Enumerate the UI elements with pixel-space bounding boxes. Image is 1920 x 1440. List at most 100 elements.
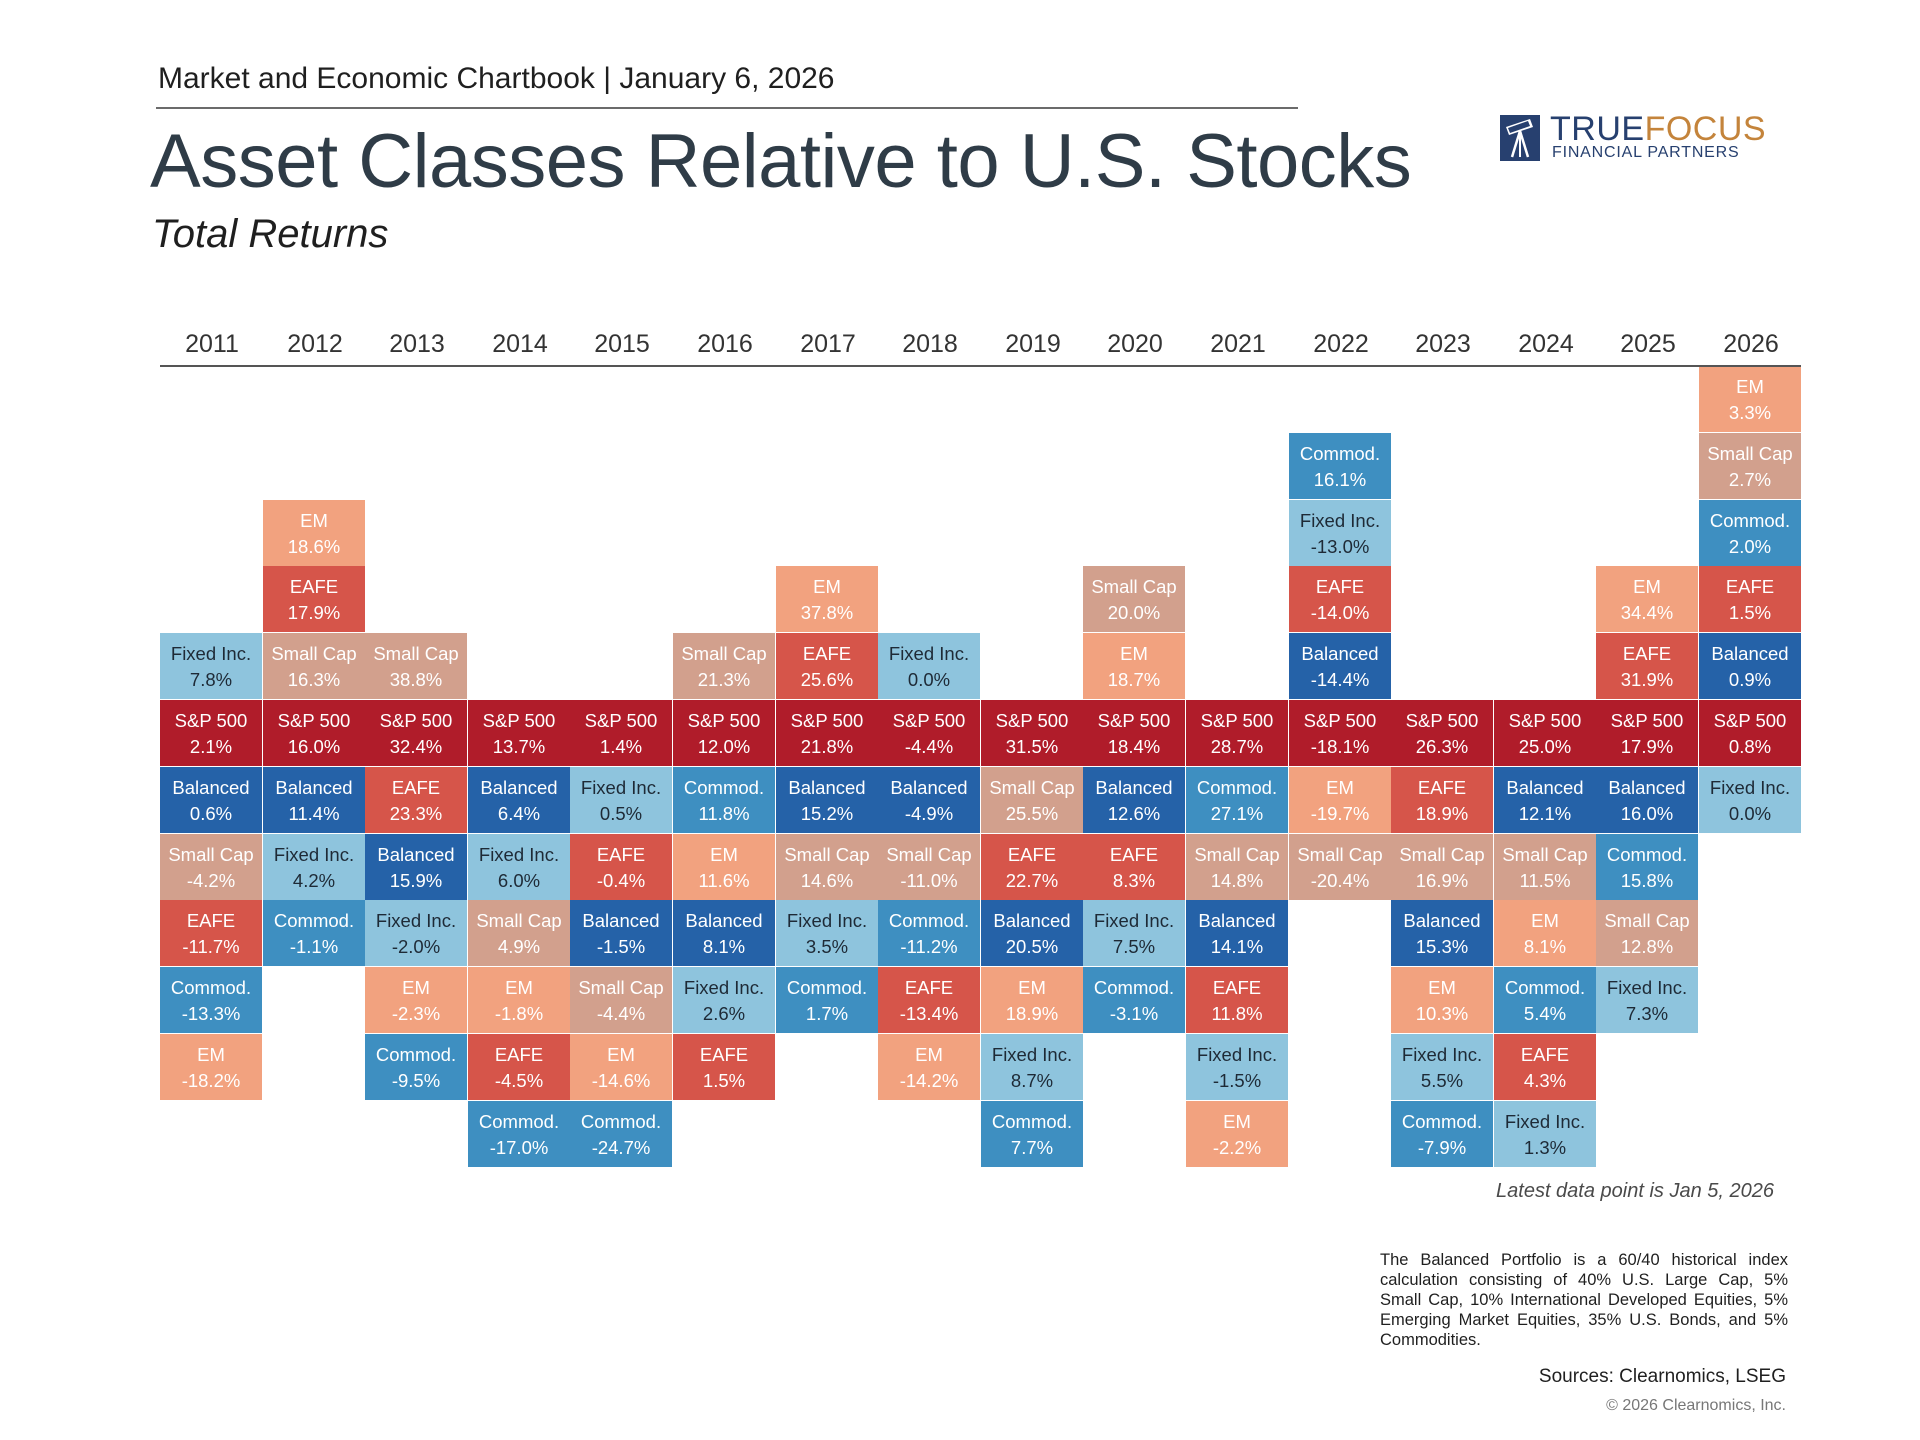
quilt-cell-eafe-2018: EAFE -13.4% — [878, 967, 980, 1033]
cell-asset-label: EAFE — [1315, 576, 1365, 597]
quilt-cell-commod-2021: Commod. 27.1% — [1186, 767, 1288, 833]
quilt-cell-em-2023: EM 10.3% — [1391, 967, 1493, 1033]
cell-return-value: 2.6% — [702, 1003, 746, 1024]
quilt-cell-eafe-2021: EAFE 11.8% — [1186, 967, 1288, 1033]
cell-return-value: 2.7% — [1728, 469, 1772, 490]
cell-return-value: 0.0% — [1728, 803, 1772, 824]
cell-asset-label: S&P 500 — [584, 710, 658, 731]
quilt-cell-commod-2013: Commod. -9.5% — [365, 1034, 467, 1100]
quilt-cell-fixed-inc-2015: Fixed Inc. 0.5% — [570, 767, 672, 833]
cell-asset-label: EM — [1531, 910, 1559, 931]
year-label-2023: 2023 — [1415, 330, 1471, 358]
quilt-cell-em-2014: EM -1.8% — [468, 967, 570, 1033]
cell-return-value: -4.4% — [904, 736, 954, 757]
cell-return-value: 17.9% — [1620, 736, 1674, 757]
cell-return-value: 7.7% — [1010, 1137, 1054, 1158]
cell-return-value: 14.8% — [1210, 870, 1264, 891]
cell-return-value: -4.4% — [596, 1003, 646, 1024]
cell-return-value: -0.4% — [596, 870, 646, 891]
quilt-cell-sp-500-2022: S&P 500 -18.1% — [1289, 700, 1391, 766]
cell-return-value: 4.2% — [292, 870, 336, 891]
cell-asset-label: EM — [1428, 977, 1456, 998]
quilt-cell-fixed-inc-2026: Fixed Inc. 0.0% — [1699, 767, 1801, 833]
quilt-cell-balanced-2023: Balanced 15.3% — [1391, 900, 1493, 966]
cell-asset-label: EM — [402, 977, 430, 998]
cell-asset-label: Commod. — [273, 910, 355, 931]
quilt-cell-sp-500-2015: S&P 500 1.4% — [570, 700, 672, 766]
cell-return-value: 3.3% — [1728, 402, 1772, 423]
cell-return-value: 31.5% — [1005, 736, 1059, 757]
cell-asset-label: Balanced — [1608, 777, 1686, 798]
cell-asset-label: S&P 500 — [1303, 710, 1377, 731]
quilt-cell-balanced-2018: Balanced -4.9% — [878, 767, 980, 833]
year-axis-rule — [160, 365, 1801, 367]
cell-return-value: 15.2% — [800, 803, 854, 824]
quilt-cell-em-2018: EM -14.2% — [878, 1034, 980, 1100]
cell-asset-label: Balanced — [1198, 910, 1276, 931]
quilt-cell-small-cap-2025: Small Cap 12.8% — [1596, 900, 1698, 966]
quilt-cell-fixed-inc-2016: Fixed Inc. 2.6% — [673, 967, 775, 1033]
cell-asset-label: EM — [915, 1044, 943, 1065]
cell-return-value: -1.5% — [1212, 1070, 1262, 1091]
returns-quilt-chart: 2011 Fixed Inc. 7.8% S&P 500 2.1% Balanced 0.6… — [160, 330, 1801, 1167]
year-label-2020: 2020 — [1107, 330, 1163, 358]
quilt-cell-eafe-2012: EAFE 17.9% — [263, 566, 365, 632]
quilt-cell-commod-2014: Commod. -17.0% — [468, 1101, 570, 1167]
cell-return-value: -2.3% — [391, 1003, 441, 1024]
quilt-cell-fixed-inc-2017: Fixed Inc. 3.5% — [776, 900, 878, 966]
quilt-cell-commod-2016: Commod. 11.8% — [673, 767, 775, 833]
quilt-cell-sp-500-2023: S&P 500 26.3% — [1391, 700, 1493, 766]
cell-asset-label: Balanced — [685, 910, 763, 931]
cell-return-value: -9.5% — [391, 1070, 441, 1091]
cell-asset-label: EM — [710, 844, 738, 865]
cell-asset-label: Small Cap — [1502, 844, 1588, 865]
quilt-cell-em-2020: EM 18.7% — [1083, 633, 1185, 699]
quilt-cell-small-cap-2023: Small Cap 16.9% — [1391, 834, 1493, 900]
quilt-cell-eafe-2024: EAFE 4.3% — [1494, 1034, 1596, 1100]
cell-asset-label: Balanced — [1711, 643, 1789, 664]
cell-asset-label: S&P 500 — [482, 710, 556, 731]
quilt-cell-fixed-inc-2013: Fixed Inc. -2.0% — [365, 900, 467, 966]
cell-asset-label: Fixed Inc. — [888, 643, 970, 664]
cell-return-value: -2.0% — [391, 936, 441, 957]
cell-return-value: 2.1% — [189, 736, 233, 757]
cell-return-value: 13.7% — [492, 736, 546, 757]
quilt-cell-commod-2024: Commod. 5.4% — [1494, 967, 1596, 1033]
quilt-cell-em-2011: EM -18.2% — [160, 1034, 262, 1100]
year-label-2026: 2026 — [1723, 330, 1779, 358]
cell-asset-label: Balanced — [1506, 777, 1584, 798]
cell-return-value: 7.3% — [1625, 1003, 1669, 1024]
cell-return-value: 0.8% — [1728, 736, 1772, 757]
cell-asset-label: Small Cap — [1707, 443, 1793, 464]
cell-return-value: 21.3% — [697, 669, 751, 690]
quilt-cell-sp-500-2013: S&P 500 32.4% — [365, 700, 467, 766]
header-divider — [156, 107, 1298, 109]
cell-return-value: 8.1% — [702, 936, 746, 957]
cell-asset-label: Fixed Inc. — [1196, 1044, 1278, 1065]
quilt-cell-fixed-inc-2012: Fixed Inc. 4.2% — [263, 834, 365, 900]
cell-asset-label: Small Cap — [476, 910, 562, 931]
cell-return-value: -14.0% — [1310, 602, 1370, 623]
cell-asset-label: EM — [1633, 576, 1661, 597]
cell-asset-label: S&P 500 — [1610, 710, 1684, 731]
cell-return-value: 3.5% — [805, 936, 849, 957]
cell-asset-label: Commod. — [786, 977, 868, 998]
cell-asset-label: S&P 500 — [995, 710, 1069, 731]
quilt-cell-sp-500-2020: S&P 500 18.4% — [1083, 700, 1185, 766]
cell-return-value: 18.9% — [1415, 803, 1469, 824]
cell-return-value: 17.9% — [287, 602, 341, 623]
quilt-cell-balanced-2026: Balanced 0.9% — [1699, 633, 1801, 699]
year-label-2024: 2024 — [1518, 330, 1574, 358]
cell-asset-label: Small Cap — [1194, 844, 1280, 865]
cell-asset-label: Balanced — [275, 777, 353, 798]
cell-return-value: -18.1% — [1310, 736, 1370, 757]
year-label-2017: 2017 — [800, 330, 856, 358]
sources-note: Sources: Clearnomics, LSEG — [1538, 1366, 1786, 1387]
cell-asset-label: EM — [1223, 1111, 1251, 1132]
year-label-2022: 2022 — [1313, 330, 1369, 358]
cell-return-value: 1.5% — [702, 1070, 746, 1091]
logo-subline: FINANCIAL PARTNERS — [1552, 144, 1740, 161]
quilt-cell-eafe-2023: EAFE 18.9% — [1391, 767, 1493, 833]
cell-return-value: 16.1% — [1313, 469, 1367, 490]
cell-asset-label: Fixed Inc. — [786, 910, 868, 931]
